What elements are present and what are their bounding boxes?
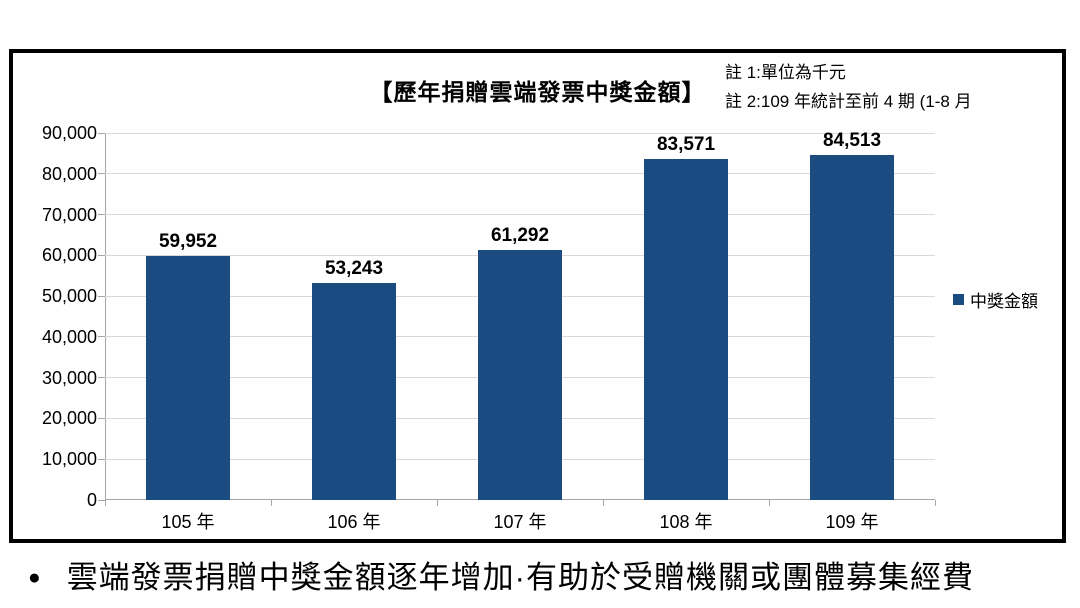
x-axis-tick xyxy=(105,500,106,506)
legend-swatch-icon xyxy=(953,293,964,305)
bar-value-label: 84,513 xyxy=(822,130,882,152)
plot-area xyxy=(105,132,935,500)
bar-109年 xyxy=(810,155,894,500)
x-axis-tick xyxy=(603,500,604,506)
bar-106年 xyxy=(312,282,396,500)
y-axis-tick-label: 0 xyxy=(86,490,97,510)
y-axis-tick-label: 10,000 xyxy=(41,449,97,470)
y-axis-tick-label: 80,000 xyxy=(41,163,97,184)
y-axis-line xyxy=(105,133,106,500)
y-axis-tick xyxy=(98,254,105,256)
y-axis-tick-label: 50,000 xyxy=(41,286,97,307)
x-axis-tick xyxy=(437,500,438,506)
y-axis-tick xyxy=(98,173,105,175)
bar-108年 xyxy=(644,159,728,500)
gridline xyxy=(105,132,935,134)
chart-notes: 註 1:單位為千元 註 2:109 年統計至前 4 期 (1-8 月 xyxy=(725,58,1062,116)
bar-value-label: 53,243 xyxy=(324,257,384,279)
y-axis-tick xyxy=(98,458,105,460)
note-line-1: 註 1:單位為千元 xyxy=(725,63,846,82)
y-axis-tick-label: 70,000 xyxy=(41,204,97,225)
x-axis-tick xyxy=(769,500,770,506)
x-axis-tick-label: 105 年 xyxy=(161,512,215,532)
y-axis-tick xyxy=(98,132,105,134)
x-axis-tick-label: 109 年 xyxy=(825,512,879,532)
note-line-2: 註 2:109 年統計至前 4 期 (1-8 月 xyxy=(725,92,972,111)
y-axis-tick xyxy=(98,295,105,297)
x-axis-tick-label: 107 年 xyxy=(493,512,547,532)
x-axis-tick-label: 108 年 xyxy=(659,512,713,532)
y-axis-tick-label: 40,000 xyxy=(41,326,97,347)
x-axis-tick xyxy=(271,500,272,506)
legend: 中獎金額 xyxy=(953,287,1038,311)
y-axis-tick xyxy=(98,377,105,379)
bar-107年 xyxy=(478,250,562,500)
gridline xyxy=(105,214,935,216)
chart-title: 【歷年捐贈雲端發票中獎金額】 xyxy=(369,79,706,105)
y-axis-tick-label: 20,000 xyxy=(41,408,97,429)
y-axis-tick xyxy=(98,417,105,419)
x-axis-tick xyxy=(935,500,936,506)
bar-value-label: 59,952 xyxy=(158,230,218,252)
y-axis-tick xyxy=(98,499,105,501)
bullet-icon: ● xyxy=(28,566,41,589)
bar-105年 xyxy=(146,255,230,500)
legend-label: 中獎金額 xyxy=(970,291,1038,311)
y-axis-tick-label: 90,000 xyxy=(41,123,97,143)
x-axis-tick-label: 106 年 xyxy=(327,512,381,532)
chart-frame: 【歷年捐贈雲端發票中獎金額】 註 1:單位為千元 註 2:109 年統計至前 4… xyxy=(9,49,1066,543)
bar-value-label: 83,571 xyxy=(656,134,716,156)
y-axis-tick-label: 60,000 xyxy=(41,245,97,266)
gridline xyxy=(105,173,935,175)
footer-bullet-line: ● 雲端發票捐贈中獎金額逐年增加·有助於受贈機關或團體募集經費 xyxy=(28,556,1068,600)
footer-text: 雲端發票捐贈中獎金額逐年增加·有助於受贈機關或團體募集經費 xyxy=(66,560,975,595)
y-axis-tick xyxy=(98,214,105,216)
y-axis-tick xyxy=(98,336,105,338)
y-axis-tick-label: 30,000 xyxy=(41,367,97,388)
bar-value-label: 61,292 xyxy=(490,225,550,247)
